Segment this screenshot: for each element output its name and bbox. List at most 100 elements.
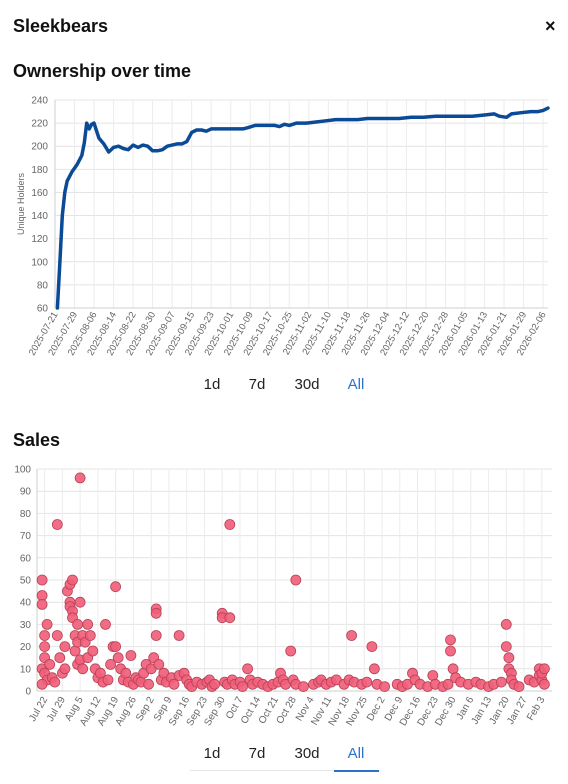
sale-point [168, 678, 180, 690]
sales-range-1d[interactable]: 1d [203, 745, 221, 762]
sale-point [59, 641, 71, 653]
sale-point [361, 676, 373, 688]
sale-point [500, 641, 512, 653]
sale-point [495, 676, 507, 688]
ownership-range-selector: 1d 7d 30d All [0, 376, 568, 406]
x-tick-label: Feb 3 [525, 695, 548, 723]
ownership-range-30d[interactable]: 30d [294, 376, 320, 393]
sale-point [368, 663, 380, 675]
sale-point [74, 472, 86, 484]
ownership-range-1d[interactable]: 1d [203, 376, 221, 393]
sales-range-30d[interactable]: 30d [294, 745, 320, 762]
y-tick-label: 60 [37, 304, 49, 315]
sale-point [150, 607, 162, 619]
y-tick-label: 90 [20, 487, 32, 498]
sale-point [59, 663, 71, 675]
y-tick-label: 70 [20, 531, 32, 542]
sales-range-active-indicator [334, 770, 379, 772]
sale-point [153, 658, 165, 670]
sale-point [110, 581, 121, 593]
y-tick-label: 160 [31, 188, 48, 199]
sale-point [54, 652, 66, 664]
sale-point [297, 681, 309, 693]
y-tick-label: 20 [20, 642, 32, 653]
y-tick-label: 30 [20, 620, 32, 631]
sale-point [36, 574, 48, 586]
sale-point [442, 678, 454, 690]
y-tick-label: 140 [31, 211, 48, 222]
sale-point [120, 667, 132, 679]
y-tick-label: 220 [31, 119, 48, 130]
y-tick-label: 120 [31, 234, 48, 245]
sale-point [150, 630, 162, 641]
sale-point [36, 598, 48, 610]
sale-point [539, 678, 550, 690]
y-tick-label: 200 [31, 142, 48, 153]
y-tick-label: 100 [14, 465, 31, 476]
sale-point [39, 641, 50, 653]
sale-point [379, 681, 391, 693]
sale-point [125, 650, 137, 661]
sale-point [51, 519, 63, 530]
sale-point [102, 674, 114, 686]
sale-point [112, 652, 124, 664]
app-title: Sleekbears [13, 16, 109, 36]
sale-point [173, 630, 185, 641]
sale-point [445, 645, 456, 657]
sales-chart-title: Sales [13, 430, 61, 450]
sale-point [49, 676, 61, 688]
ownership-range-all[interactable]: All [347, 376, 365, 393]
y-axis-label: Unique Holders [16, 172, 26, 235]
sale-point [237, 681, 248, 693]
sales-range-divider [190, 770, 380, 771]
sale-point [72, 618, 83, 630]
sales-range-all[interactable]: All [347, 745, 365, 762]
ownership-chart: 60801001201401601802002202402025-07-2120… [16, 96, 550, 358]
sale-point [366, 641, 378, 653]
sale-point [500, 618, 512, 630]
sale-point [67, 574, 78, 586]
y-tick-label: 80 [20, 509, 32, 520]
sale-point [539, 663, 550, 675]
y-tick-label: 240 [31, 96, 48, 107]
y-tick-label: 50 [20, 576, 32, 587]
sale-point [447, 663, 459, 675]
sale-point [209, 678, 221, 690]
sale-point [41, 618, 53, 630]
y-tick-label: 60 [20, 553, 32, 564]
y-tick-label: 40 [20, 598, 32, 609]
sale-point [82, 618, 94, 630]
y-tick-label: 0 [25, 687, 31, 698]
sale-point [51, 630, 63, 641]
sale-point [143, 678, 155, 690]
sale-point [100, 618, 111, 630]
sale-point [74, 596, 86, 608]
sale-point [224, 612, 236, 624]
sale-point [77, 663, 89, 675]
sale-point [39, 630, 50, 641]
sale-point [513, 681, 525, 693]
sales-range-7d[interactable]: 7d [248, 745, 266, 762]
y-tick-label: 180 [31, 165, 48, 176]
sale-point [44, 658, 56, 670]
sale-point [346, 630, 358, 641]
holders-series-line [55, 106, 550, 310]
sale-point [285, 645, 297, 657]
sales-range-selector: 1d 7d 30d All [0, 745, 568, 775]
sale-point [242, 663, 254, 675]
ownership-range-7d[interactable]: 7d [248, 376, 266, 393]
sale-point [110, 641, 121, 653]
y-tick-label: 80 [37, 280, 49, 291]
y-tick-label: 100 [31, 257, 48, 268]
sale-point [87, 645, 99, 657]
sale-point [84, 630, 96, 641]
sale-point [105, 658, 116, 670]
sale-point [36, 678, 48, 690]
sale-point [224, 519, 236, 530]
sale-point [503, 652, 515, 664]
ownership-chart-title: Ownership over time [13, 61, 192, 81]
sale-point [445, 634, 456, 646]
sale-point [290, 574, 302, 586]
close-icon[interactable]: × [545, 16, 556, 36]
